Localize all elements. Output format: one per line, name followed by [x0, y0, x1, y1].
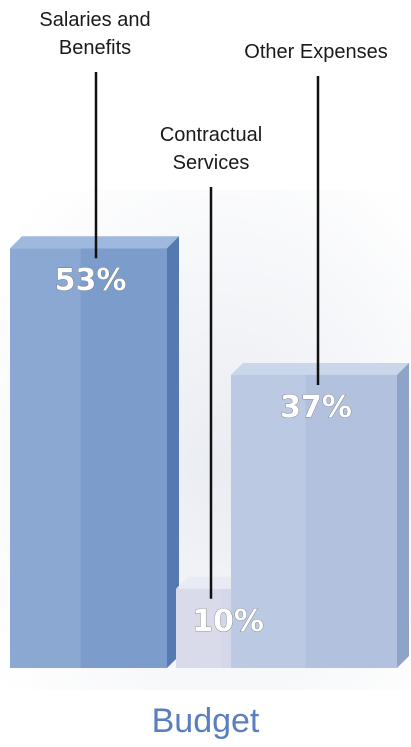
bar-front-face: [231, 374, 397, 668]
bar-2: [231, 362, 409, 668]
value-label-0: 53%: [55, 263, 127, 298]
category-labels-layer: Salaries and Benefits Contractual Services O…: [39, 9, 387, 174]
category-label-2: Other Expenses: [244, 41, 387, 63]
category-label-1: Contractual Services: [160, 124, 262, 174]
bar-top-face: [231, 362, 409, 375]
bar-side-face: [167, 236, 179, 669]
bar-front-face: [10, 248, 167, 669]
bar-highlight: [10, 248, 81, 669]
bar-top-face: [10, 236, 179, 249]
bar-0: [10, 236, 179, 669]
value-label-2: 37%: [280, 390, 352, 425]
bar-highlight: [231, 374, 306, 668]
bar-side-face: [397, 362, 409, 668]
category-label-0: Salaries and Benefits: [39, 9, 150, 59]
bar-highlight: [176, 588, 221, 668]
value-label-1: 10%: [192, 604, 264, 639]
leader-lines-layer: [94, 72, 320, 599]
bars-layer: [10, 236, 409, 669]
chart-title: Budget: [151, 702, 260, 740]
value-labels-layer: 53% 10% 37%: [54, 263, 352, 639]
